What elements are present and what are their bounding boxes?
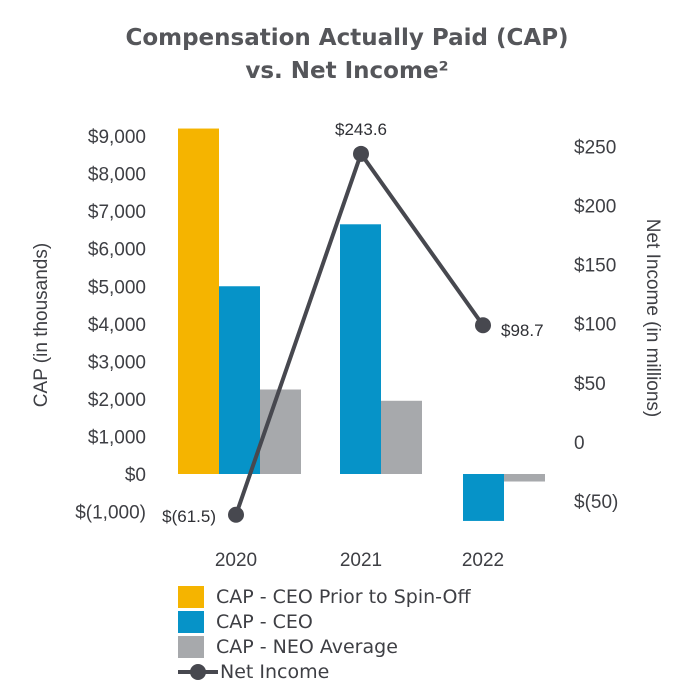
net-income-label-2020: $(61.5) (162, 507, 216, 526)
legend-label-ceo-prior: CAP - CEO Prior to Spin-Off (216, 586, 471, 608)
right-tick-label-0: 0 (574, 433, 585, 454)
bar-cap-ceo-prior-to-spin-off-2020 (178, 128, 219, 475)
right-tick-label-150: $150 (574, 256, 616, 277)
legend-line-marker-icon (178, 664, 218, 680)
bar-cap-ceo-2021 (340, 224, 381, 474)
left-tick-label-6-000: $6,000 (88, 240, 146, 261)
right-tick-label-50: $50 (574, 374, 606, 395)
chart-legend: CAP - CEO Prior to Spin-Off CAP - CEO CA… (178, 586, 471, 683)
right-tick-label-100: $100 (574, 315, 616, 336)
left-tick-label-9-000: $9,000 (88, 127, 146, 148)
legend-item-neo-average: CAP - NEO Average (178, 636, 471, 658)
y-axis-right-label: Net Income (in millions) (642, 219, 663, 418)
legend-swatch-ceo (178, 611, 204, 633)
right-tick-label-250: $250 (574, 137, 616, 158)
bar-cap-ceo-2022 (463, 474, 504, 521)
legend-item-ceo: CAP - CEO (178, 611, 471, 633)
x-tick-label-2021: 2021 (340, 550, 382, 571)
net-income-point-2020 (228, 506, 244, 523)
y-axis-left-label: CAP (in thousands) (31, 243, 52, 407)
left-tick-label-7-000: $7,000 (88, 202, 146, 223)
chart-title-line-1: Compensation Actually Paid (CAP) (125, 25, 569, 51)
right-tick-label-50: $(50) (574, 492, 618, 513)
left-tick-label-0: $0 (125, 465, 146, 486)
legend-swatch-neo-average (178, 636, 204, 658)
x-tick-label-2020: 2020 (215, 550, 257, 571)
bar-cap-neo-average-2021 (381, 400, 422, 474)
net-income-label-2022: $98.7 (501, 321, 544, 340)
left-tick-label-5-000: $5,000 (88, 277, 146, 298)
legend-label-ceo: CAP - CEO (216, 611, 313, 633)
left-tick-label-1-000: $1,000 (88, 427, 146, 448)
left-tick-label-2-000: $2,000 (88, 390, 146, 411)
net-income-label-2021: $243.6 (335, 120, 387, 139)
right-tick-label-200: $200 (574, 196, 616, 217)
legend-item-net-income: Net Income (178, 661, 471, 683)
left-tick-label-3-000: $3,000 (88, 352, 146, 373)
legend-item-ceo-prior: CAP - CEO Prior to Spin-Off (178, 586, 471, 608)
chart-title-line-2: vs. Net Income² (245, 58, 449, 84)
left-tick-label-8-000: $8,000 (88, 165, 146, 186)
legend-label-net-income: Net Income (220, 661, 330, 683)
bar-cap-ceo-2020 (219, 286, 260, 474)
x-tick-label-2022: 2022 (462, 550, 504, 571)
legend-label-neo-average: CAP - NEO Average (216, 636, 398, 658)
net-income-point-2022 (475, 317, 491, 334)
net-income-point-2021 (353, 145, 369, 162)
left-tick-label-1-000: $(1,000) (75, 503, 146, 524)
bar-cap-neo-average-2022 (504, 474, 545, 482)
legend-swatch-ceo-prior (178, 586, 204, 608)
left-tick-label-4-000: $4,000 (88, 315, 146, 336)
